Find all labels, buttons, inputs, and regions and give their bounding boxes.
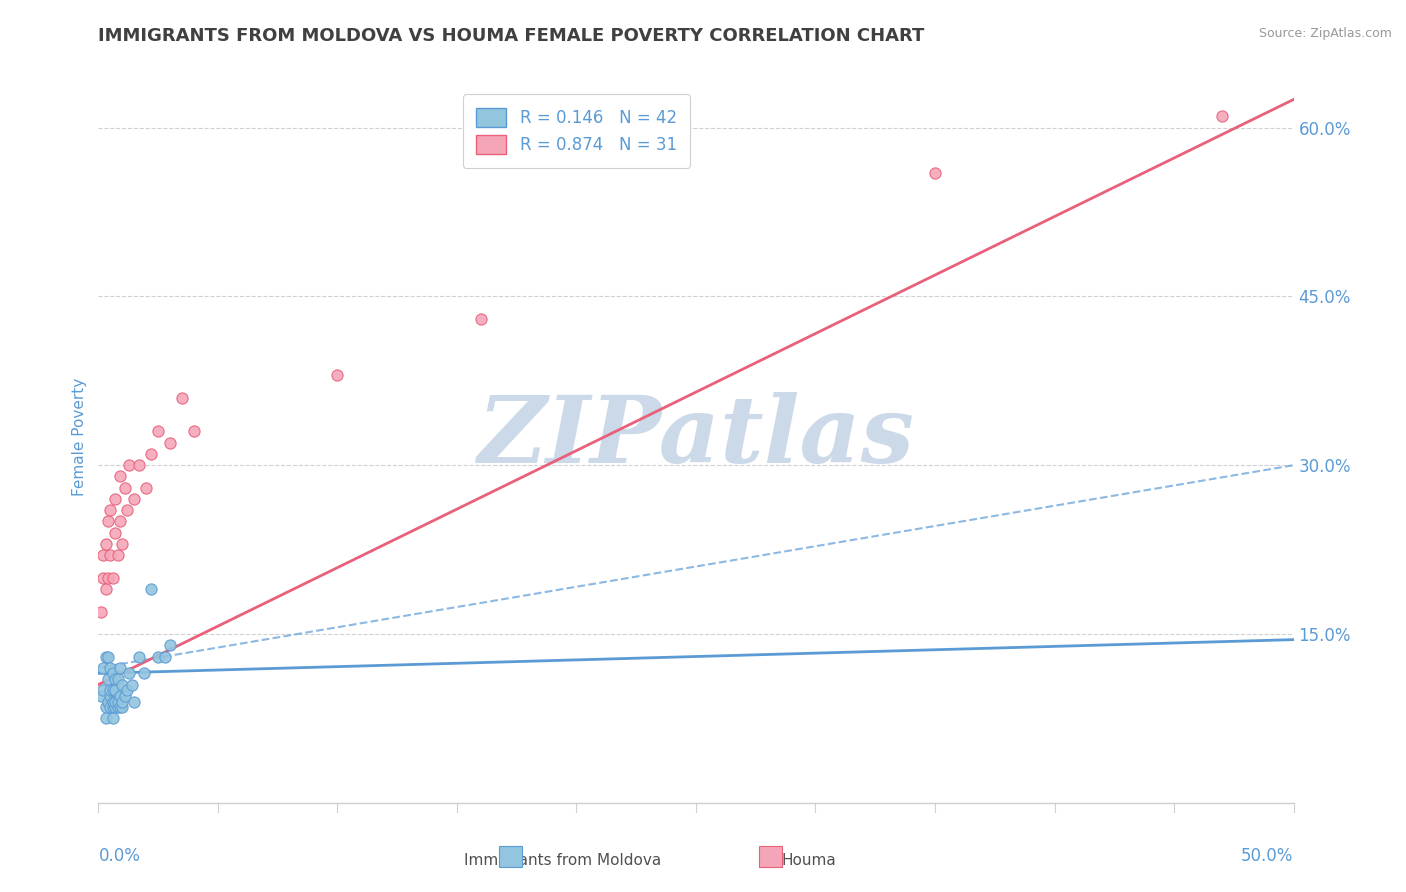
Point [128,458,150,473]
Point [108,469,131,483]
Point [101,694,124,708]
Text: Immigrants from Moldova: Immigrants from Moldova [464,854,661,868]
Point [118,458,141,473]
Point [104,672,127,686]
Y-axis label: Female Poverty: Female Poverty [72,378,87,496]
Point [97,672,120,686]
Point [107,694,129,708]
Point [114,481,136,495]
Point [111,694,134,708]
Point [94,537,117,551]
Point [98,689,122,703]
Point [1211,109,1233,123]
Point [101,683,124,698]
Point [101,711,124,725]
Point [115,503,138,517]
Point [124,694,146,708]
Point [104,525,127,540]
Point [98,548,122,562]
Point [101,700,124,714]
Point [107,548,129,562]
Text: ZIPatlas: ZIPatlas [478,392,914,482]
Point [91,683,114,698]
Point [108,689,131,703]
Point [148,649,170,664]
Point [97,571,120,585]
Point [172,391,194,405]
Point [108,661,131,675]
Point [139,582,162,596]
Point [91,571,114,585]
Point [470,312,492,326]
Text: 50.0%: 50.0% [1241,847,1294,864]
Point [183,425,205,439]
Point [124,491,146,506]
Point [104,491,127,506]
Point [139,447,162,461]
Point [148,425,170,439]
Point [159,435,181,450]
Point [97,649,120,664]
Point [91,661,114,675]
Legend: R = 0.146   N = 42, R = 0.874   N = 31: R = 0.146 N = 42, R = 0.874 N = 31 [463,95,690,168]
Point [101,666,124,681]
Point [111,678,134,692]
Point [111,700,134,714]
Point [107,700,129,714]
Point [115,683,138,698]
Point [118,666,141,681]
Point [97,515,120,529]
Text: 0.0%: 0.0% [98,847,141,864]
Text: Source: ZipAtlas.com: Source: ZipAtlas.com [1258,27,1392,40]
Point [104,694,127,708]
Point [98,683,122,698]
Point [90,689,112,703]
Text: IMMIGRANTS FROM MOLDOVA VS HOUMA FEMALE POVERTY CORRELATION CHART: IMMIGRANTS FROM MOLDOVA VS HOUMA FEMALE … [98,27,925,45]
Point [98,700,122,714]
Point [94,582,117,596]
Point [111,537,134,551]
Point [94,649,117,664]
Point [90,605,112,619]
Point [159,638,181,652]
Point [108,700,131,714]
Point [132,666,155,681]
Point [155,649,177,664]
Point [104,683,127,698]
Point [108,515,131,529]
Point [94,711,117,725]
Point [97,694,120,708]
Point [107,672,129,686]
Point [114,689,136,703]
Point [104,700,127,714]
Point [91,548,114,562]
Point [101,571,124,585]
Point [121,678,143,692]
Point [98,503,122,517]
Point [924,166,946,180]
Point [128,649,150,664]
Text: Houma: Houma [782,854,835,868]
Point [94,700,117,714]
Point [326,368,349,383]
Point [135,481,157,495]
Point [98,661,122,675]
